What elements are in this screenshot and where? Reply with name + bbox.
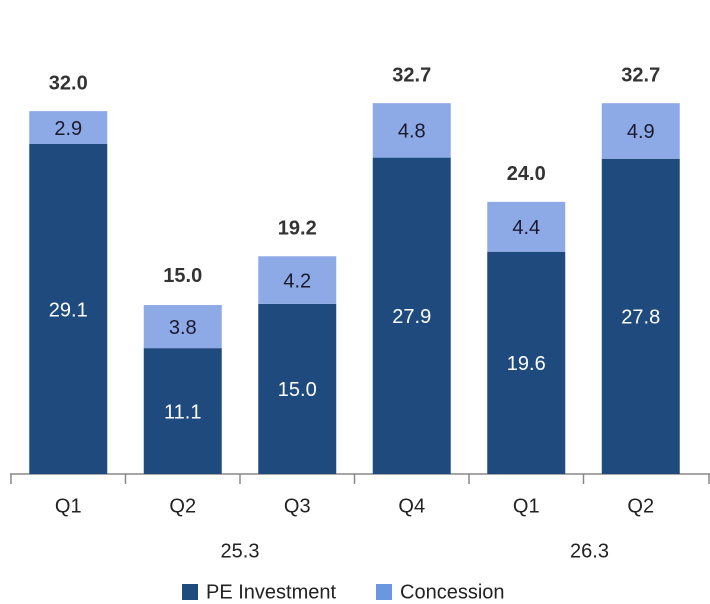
bar-segment: [143, 348, 222, 474]
bar-segment: [258, 303, 337, 474]
x-tick-label: Q4: [398, 495, 425, 517]
value-label: 11.1: [164, 401, 201, 423]
bar-segment: [29, 111, 108, 145]
bar-segment: [29, 144, 108, 475]
legend-swatch: [182, 584, 198, 600]
x-tick-label: Q2: [627, 495, 654, 517]
x-tick-label: Q1: [55, 495, 82, 517]
total-label: 19.2: [278, 218, 317, 240]
x-tick-label: Q2: [169, 495, 196, 517]
group-label: 26.3: [570, 540, 609, 562]
bar-segment: [372, 157, 451, 474]
bar-segment: [258, 256, 337, 304]
x-tick-label: Q1: [513, 495, 540, 517]
value-label: 4.2: [283, 270, 311, 292]
value-label: 3.8: [169, 317, 197, 339]
value-label: 27.8: [621, 307, 660, 329]
value-label: 29.1: [49, 299, 88, 321]
total-label: 15.0: [163, 265, 202, 287]
total-label: 32.0: [49, 72, 88, 94]
bar-segment: [601, 103, 680, 159]
bar-segment: [601, 158, 680, 475]
value-label: 4.4: [512, 217, 540, 239]
value-label: 19.6: [507, 353, 546, 375]
total-label: 32.7: [621, 64, 660, 86]
value-label: 15.0: [278, 379, 317, 401]
bar-segment: [487, 251, 566, 474]
x-tick-label: Q3: [284, 495, 311, 517]
value-label: 4.9: [627, 121, 655, 143]
legend-label: PE Investment: [206, 581, 337, 603]
value-label: 2.9: [54, 118, 82, 140]
value-label: 27.9: [392, 306, 431, 328]
value-label: 4.8: [398, 121, 426, 143]
bar-segment: [372, 103, 451, 158]
legend-label: Concession: [400, 581, 505, 603]
total-label: 24.0: [507, 163, 546, 185]
legend-swatch: [376, 584, 392, 600]
group-label: 25.3: [221, 540, 260, 562]
bar-segment: [143, 305, 222, 349]
total-label: 32.7: [392, 64, 431, 86]
bar-segment: [487, 201, 566, 252]
